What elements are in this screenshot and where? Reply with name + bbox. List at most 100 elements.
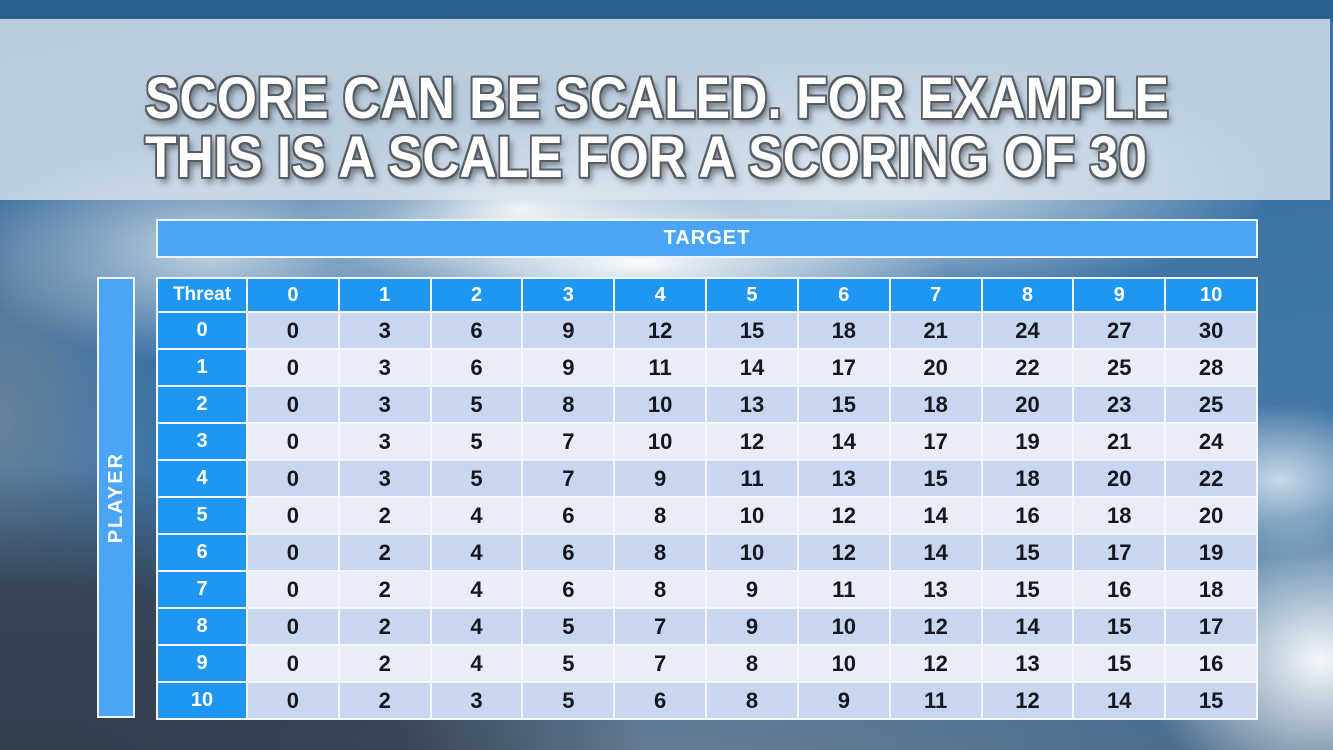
score-cell-r1-c0: 0 bbox=[248, 350, 338, 385]
score-cell-r6-c1: 2 bbox=[339, 535, 430, 570]
score-cell-r1-c8: 22 bbox=[982, 350, 1073, 385]
score-cell-r10-c1: 2 bbox=[339, 683, 430, 718]
score-cell-r5-c6: 12 bbox=[798, 498, 889, 533]
score-cell-r5-c3: 6 bbox=[523, 498, 614, 533]
score-cell-r9-c9: 15 bbox=[1074, 646, 1165, 681]
score-cell-r7-c9: 16 bbox=[1074, 572, 1165, 607]
score-cell-r1-c1: 3 bbox=[339, 350, 430, 385]
column-header-1: 1 bbox=[339, 279, 430, 311]
score-cell-r1-c2: 6 bbox=[431, 350, 522, 385]
score-cell-r10-c2: 3 bbox=[431, 683, 522, 718]
score-cell-r10-c6: 9 bbox=[798, 683, 889, 718]
score-cell-r5-c10: 20 bbox=[1166, 498, 1256, 533]
column-header-9: 9 bbox=[1074, 279, 1165, 311]
score-cell-r7-c0: 0 bbox=[248, 572, 338, 607]
column-header-2: 2 bbox=[431, 279, 522, 311]
score-cell-r10-c10: 15 bbox=[1166, 683, 1256, 718]
score-cell-r8-c1: 2 bbox=[339, 609, 430, 644]
score-cell-r2-c5: 13 bbox=[707, 387, 797, 422]
score-cell-r7-c4: 8 bbox=[615, 572, 706, 607]
score-cell-r1-c9: 25 bbox=[1074, 350, 1165, 385]
title-band: SCORE CAN BE SCALED. FOR EXAMPLE THIS IS… bbox=[0, 19, 1330, 200]
score-cell-r6-c8: 15 bbox=[982, 535, 1073, 570]
column-header-0: 0 bbox=[248, 279, 338, 311]
score-cell-r8-c5: 9 bbox=[707, 609, 797, 644]
score-cell-r6-c7: 14 bbox=[890, 535, 981, 570]
title-line-2: THIS IS A SCALE FOR A SCORING OF 30 bbox=[145, 125, 1147, 190]
score-cell-r10-c4: 6 bbox=[615, 683, 706, 718]
score-cell-r8-c3: 5 bbox=[523, 609, 614, 644]
score-cell-r6-c5: 10 bbox=[707, 535, 797, 570]
score-cell-r3-c8: 19 bbox=[982, 424, 1073, 459]
score-cell-r7-c7: 13 bbox=[890, 572, 981, 607]
score-cell-r6-c6: 12 bbox=[798, 535, 889, 570]
score-cell-r7-c10: 18 bbox=[1166, 572, 1256, 607]
score-cell-r10-c5: 8 bbox=[707, 683, 797, 718]
score-cell-r1-c3: 9 bbox=[523, 350, 614, 385]
score-cell-r3-c0: 0 bbox=[248, 424, 338, 459]
score-cell-r9-c4: 7 bbox=[615, 646, 706, 681]
column-header-8: 8 bbox=[982, 279, 1073, 311]
score-cell-r4-c2: 5 bbox=[431, 461, 522, 496]
score-cell-r4-c10: 22 bbox=[1166, 461, 1256, 496]
score-cell-r3-c10: 24 bbox=[1166, 424, 1256, 459]
score-cell-r8-c4: 7 bbox=[615, 609, 706, 644]
score-cell-r0-c6: 18 bbox=[798, 313, 889, 348]
score-cell-r7-c5: 9 bbox=[707, 572, 797, 607]
target-label: TARGET bbox=[663, 227, 751, 249]
score-cell-r9-c2: 4 bbox=[431, 646, 522, 681]
score-cell-r8-c7: 12 bbox=[890, 609, 981, 644]
score-cell-r2-c7: 18 bbox=[890, 387, 981, 422]
score-cell-r2-c8: 20 bbox=[982, 387, 1073, 422]
player-axis-header: PLAYER bbox=[97, 277, 135, 718]
row-header-0: 0 bbox=[158, 313, 246, 348]
score-cell-r0-c8: 24 bbox=[982, 313, 1073, 348]
score-cell-r2-c1: 3 bbox=[339, 387, 430, 422]
row-header-6: 6 bbox=[158, 535, 246, 570]
column-header-3: 3 bbox=[523, 279, 614, 311]
score-cell-r6-c0: 0 bbox=[248, 535, 338, 570]
score-cell-r5-c4: 8 bbox=[615, 498, 706, 533]
score-cell-r5-c9: 18 bbox=[1074, 498, 1165, 533]
score-cell-r3-c1: 3 bbox=[339, 424, 430, 459]
score-matrix-table: Threat 0 1 2 3 4 5 6 7 8 9 10 0 0 3 6 9 12 15 18 21 24 27 30 1 0 3… bbox=[156, 277, 1258, 720]
score-cell-r2-c0: 0 bbox=[248, 387, 338, 422]
score-cell-r8-c2: 4 bbox=[431, 609, 522, 644]
target-axis-header: TARGET bbox=[156, 219, 1258, 258]
score-cell-r1-c4: 11 bbox=[615, 350, 706, 385]
score-cell-r1-c5: 14 bbox=[707, 350, 797, 385]
score-cell-r6-c9: 17 bbox=[1074, 535, 1165, 570]
title-line-1: SCORE CAN BE SCALED. FOR EXAMPLE bbox=[145, 66, 1169, 131]
score-cell-r4-c7: 15 bbox=[890, 461, 981, 496]
score-cell-r8-c8: 14 bbox=[982, 609, 1073, 644]
row-header-3: 3 bbox=[158, 424, 246, 459]
score-cell-r5-c8: 16 bbox=[982, 498, 1073, 533]
score-cell-r4-c3: 7 bbox=[523, 461, 614, 496]
score-cell-r9-c8: 13 bbox=[982, 646, 1073, 681]
row-header-7: 7 bbox=[158, 572, 246, 607]
player-label: PLAYER bbox=[104, 451, 127, 544]
column-header-6: 6 bbox=[798, 279, 889, 311]
score-cell-r3-c6: 14 bbox=[798, 424, 889, 459]
row-header-10: 10 bbox=[158, 683, 246, 718]
score-cell-r7-c2: 4 bbox=[431, 572, 522, 607]
corner-header-threat: Threat bbox=[158, 279, 246, 311]
score-cell-r9-c3: 5 bbox=[523, 646, 614, 681]
score-cell-r2-c2: 5 bbox=[431, 387, 522, 422]
score-cell-r1-c6: 17 bbox=[798, 350, 889, 385]
score-cell-r6-c4: 8 bbox=[615, 535, 706, 570]
score-cell-r0-c7: 21 bbox=[890, 313, 981, 348]
row-header-5: 5 bbox=[158, 498, 246, 533]
score-cell-r3-c4: 10 bbox=[615, 424, 706, 459]
score-cell-r5-c0: 0 bbox=[248, 498, 338, 533]
score-cell-r0-c2: 6 bbox=[431, 313, 522, 348]
column-header-4: 4 bbox=[615, 279, 706, 311]
score-cell-r3-c9: 21 bbox=[1074, 424, 1165, 459]
score-cell-r2-c4: 10 bbox=[615, 387, 706, 422]
score-cell-r5-c2: 4 bbox=[431, 498, 522, 533]
score-cell-r0-c1: 3 bbox=[339, 313, 430, 348]
score-cell-r7-c8: 15 bbox=[982, 572, 1073, 607]
score-cell-r0-c4: 12 bbox=[615, 313, 706, 348]
score-cell-r10-c9: 14 bbox=[1074, 683, 1165, 718]
